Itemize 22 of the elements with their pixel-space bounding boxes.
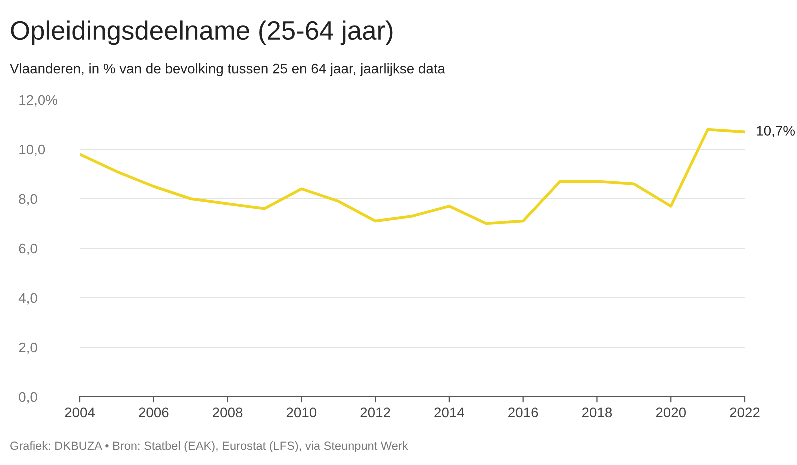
annotation: 10,7% bbox=[757, 126, 795, 138]
y-tick-label: 2,0 bbox=[19, 342, 38, 354]
y-tick-label: 8,0 bbox=[19, 194, 38, 206]
x-tick-label: 2014 bbox=[434, 408, 464, 418]
x-tick-label: 2022 bbox=[730, 408, 760, 418]
y-tick-label: 12,0% bbox=[20, 95, 58, 107]
x-tick-label: 2010 bbox=[286, 408, 317, 418]
x-tick-label: 2020 bbox=[656, 408, 686, 418]
y-tick-label: 6,0 bbox=[19, 244, 38, 256]
x-tick-label: 2008 bbox=[213, 408, 243, 418]
x-tick-label: 2018 bbox=[582, 408, 612, 418]
chart-subtitle: Vlaanderen, in % van de bevolking tussen 25 en 64 jaar, jaarlijkse data bbox=[10, 64, 446, 76]
y-tick-label: 0,0 bbox=[19, 392, 38, 404]
text: Grafiek: DKBUZA • Bron: Statbel (EAK), Eurostat (LFS), via Steunpunt Werk bbox=[10, 441, 408, 453]
line-series bbox=[80, 128, 745, 226]
x-tick-label: 2012 bbox=[360, 408, 390, 418]
y-tick-label: 10,0 bbox=[20, 144, 46, 156]
x-tick-label: 2016 bbox=[508, 408, 538, 418]
x-tick-label: 2004 bbox=[65, 408, 96, 418]
chart-title: Opleidingsdeelname (25-64 jaar) bbox=[11, 20, 393, 46]
y-tick-label: 4,0 bbox=[18, 293, 38, 305]
x-tick-label: 2006 bbox=[139, 408, 169, 418]
